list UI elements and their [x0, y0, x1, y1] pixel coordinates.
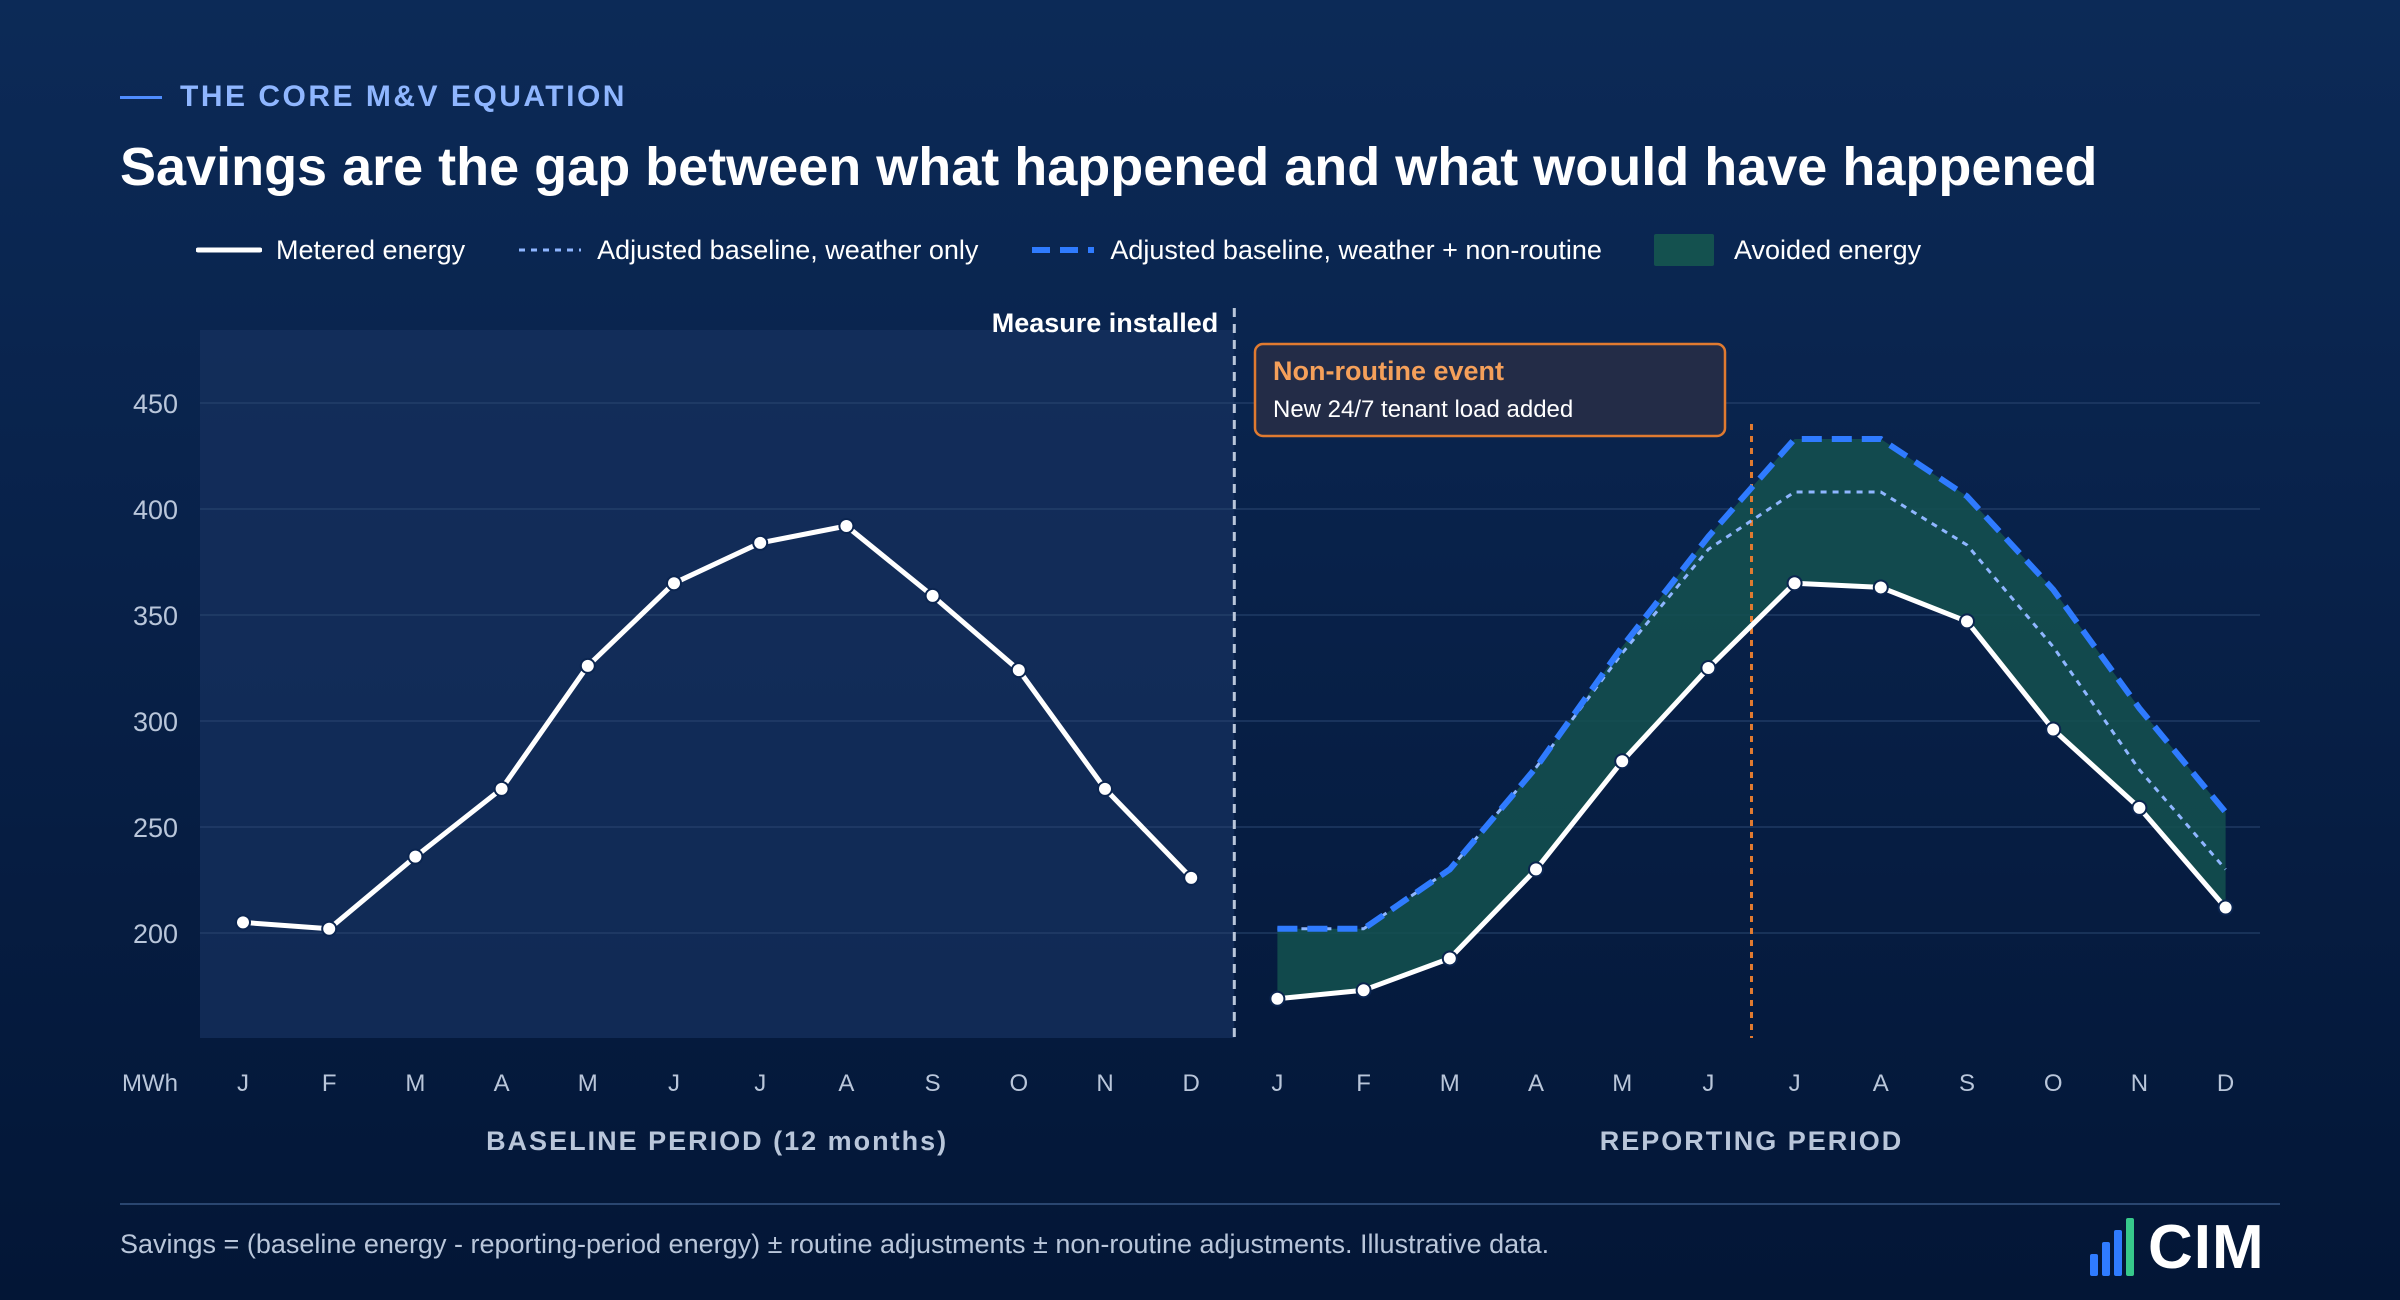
x-tick-label: O [1009, 1070, 1028, 1097]
legend-line-weather-nonroutine [1032, 247, 1095, 253]
x-tick-label: M [1612, 1070, 1632, 1097]
y-tick-label: 250 [133, 813, 178, 843]
metered-point [235, 914, 251, 931]
x-tick-label: O [2044, 1070, 2063, 1097]
metered-point [1010, 662, 1027, 679]
metered-point [407, 848, 424, 865]
y-tick-label: 400 [133, 495, 178, 525]
non-routine-event-title: Non-routine event [1273, 356, 1504, 386]
x-tick-label: J [1271, 1070, 1283, 1097]
measure-installed-label: Measure installed [992, 308, 1219, 338]
legend-swatch-avoided [1653, 234, 1714, 266]
logo-bars-icon [2090, 1218, 2134, 1276]
footer-divider [120, 1203, 2280, 1205]
metered-point [1872, 579, 1889, 596]
metered-point [752, 534, 769, 551]
legend-line-metered [196, 247, 262, 253]
series-adjusted-weather-only [1277, 490, 2227, 931]
metered-point [1269, 990, 1286, 1007]
x-tick-label: S [925, 1070, 941, 1097]
metered-point [579, 657, 596, 674]
legend-label-weather-nonroutine: Adjusted baseline, weather + non-routine [1110, 234, 1602, 265]
metered-point [1614, 753, 1631, 770]
y-unit-label: MWh [122, 1070, 178, 1097]
x-tick-label: J [754, 1070, 766, 1097]
metered-point [838, 517, 855, 534]
metered-point [2045, 721, 2062, 738]
x-tick-label: A [838, 1070, 854, 1097]
non-routine-event-box [1253, 342, 1727, 438]
series-adjusted-weather-nonroutine [1277, 436, 2228, 932]
chart-title: Savings are the gap between what happene… [120, 137, 2098, 197]
metered-point [1183, 869, 1200, 886]
x-tick-label: D [2217, 1070, 2234, 1097]
y-tick-label: 350 [133, 601, 178, 631]
x-tick-label: N [2131, 1070, 2148, 1097]
metered-point [2131, 799, 2148, 816]
x-tick-label: A [1528, 1070, 1544, 1097]
reporting-period-label: REPORTING PERIOD [1600, 1126, 1904, 1156]
legend-label-avoided: Avoided energy [1733, 234, 1922, 265]
x-tick-label: J [237, 1070, 249, 1097]
y-tick-label: 450 [133, 389, 178, 419]
legend-label-weather-only: Adjusted baseline, weather only [597, 234, 979, 265]
metered-point [321, 920, 338, 937]
x-tick-label: D [1183, 1070, 1200, 1097]
logo-wordmark: CIM [2148, 1213, 2265, 1282]
legend-item-weather-only: Adjusted baseline, weather only [517, 235, 978, 266]
metered-point [493, 780, 510, 797]
series-metered-reporting [1277, 580, 2228, 1002]
x-tick-label: S [1959, 1070, 1975, 1097]
legend-label-metered: Metered energy [276, 234, 466, 265]
metered-point [1097, 780, 1113, 797]
x-tick-label: M [1440, 1070, 1460, 1097]
x-tick-label: N [1096, 1070, 1113, 1097]
baseline-period-background [200, 330, 1235, 1038]
non-routine-event-subtitle: New 24/7 tenant load added [1273, 396, 1573, 423]
legend-item-metered: Metered energy [196, 235, 465, 266]
metered-point [666, 575, 682, 592]
chart: 200 250 300 350 400 450 MWh J F M A M J J A S O N D J F M A M J J… [122, 308, 2260, 1156]
x-tick-label: J [668, 1070, 680, 1097]
metered-point [1959, 613, 1975, 630]
eyebrow-text: THE CORE M&V EQUATION [180, 80, 627, 113]
y-tick-label: 300 [133, 707, 178, 737]
x-tick-label: J [1702, 1070, 1714, 1097]
x-tick-label: J [1789, 1070, 1801, 1097]
baseline-period-label: BASELINE PERIOD (12 months) [486, 1126, 948, 1156]
metered-point [2217, 899, 2234, 916]
x-tick-label: A [1873, 1070, 1889, 1097]
metered-point [1786, 575, 1803, 592]
x-tick-label: F [1356, 1070, 1371, 1097]
eyebrow: THE CORE M&V EQUATION [120, 80, 627, 114]
legend: Metered energy Adjusted baseline, weathe… [196, 234, 1973, 266]
eyebrow-rule [120, 95, 162, 99]
metered-point [1700, 660, 1717, 676]
metered-point [1355, 982, 1372, 999]
y-tick-label: 200 [133, 919, 178, 949]
metered-point [1528, 861, 1544, 878]
x-tick-label: M [578, 1070, 598, 1097]
metered-point [924, 587, 941, 604]
footnote: Savings = (baseline energy - reporting-p… [120, 1229, 1550, 1259]
x-tick-label: A [494, 1070, 510, 1097]
avoided-energy-area [1277, 439, 2226, 999]
legend-line-weather-only [519, 248, 582, 252]
series-metered-baseline [242, 523, 1193, 932]
legend-item-avoided: Avoided energy [1653, 234, 1922, 266]
x-tick-label: M [405, 1070, 425, 1097]
cim-logo: CIM [2090, 1213, 2265, 1282]
legend-item-weather-nonroutine: Adjusted baseline, weather + non-routine [1030, 235, 1602, 266]
metered-point [1441, 950, 1458, 967]
x-tick-label: F [322, 1070, 337, 1097]
